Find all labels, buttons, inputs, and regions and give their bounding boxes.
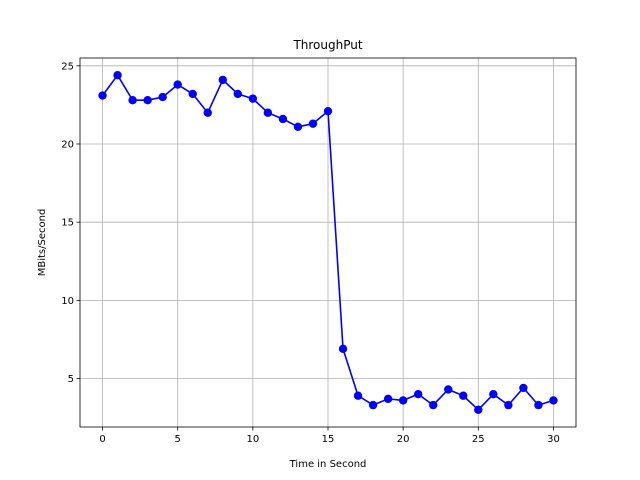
data-point <box>128 96 137 105</box>
data-point <box>98 91 107 100</box>
x-tick-label: 20 <box>397 434 410 445</box>
y-tick-label: 25 <box>61 61 74 72</box>
x-tick-label: 0 <box>99 434 105 445</box>
data-point <box>368 400 378 410</box>
x-tick-label: 5 <box>175 434 181 445</box>
x-tick-label: 30 <box>547 434 560 445</box>
data-point <box>383 394 393 404</box>
y-axis-title: MBits/Second <box>37 209 48 277</box>
data-point <box>459 391 468 400</box>
data-point <box>293 122 303 131</box>
chart-title: ThroughPut <box>292 38 362 52</box>
data-point <box>474 405 483 415</box>
y-tick-label: 20 <box>61 139 74 150</box>
data-point <box>398 396 408 405</box>
series-layer <box>98 70 558 415</box>
data-point <box>143 96 152 105</box>
x-axis-title: Time in Second <box>289 459 367 470</box>
data-point <box>113 70 122 80</box>
data-point <box>489 389 498 399</box>
grid <box>80 58 576 427</box>
data-point <box>534 400 543 410</box>
data-point <box>233 89 243 99</box>
data-point <box>218 75 227 85</box>
data-point <box>338 344 348 354</box>
data-point <box>173 80 182 89</box>
data-point <box>188 89 197 99</box>
data-point <box>278 114 288 124</box>
y-tick-label: 5 <box>68 374 74 385</box>
y-tick-label: 10 <box>61 296 74 307</box>
x-tick-label: 10 <box>246 434 259 445</box>
x-tick-label: 25 <box>472 434 485 445</box>
ticks: 0 5 10 15 20 25 30 5 10 15 20 25 <box>61 61 560 445</box>
data-point <box>248 94 258 103</box>
data-point <box>429 400 438 410</box>
data-point <box>203 108 212 117</box>
data-point <box>308 119 318 128</box>
data-point <box>158 92 167 102</box>
y-tick-label: 15 <box>61 218 74 229</box>
data-point <box>519 383 528 393</box>
data-point <box>444 385 453 394</box>
x-tick-label: 15 <box>322 434 335 445</box>
data-point <box>413 389 423 399</box>
data-point <box>323 106 333 116</box>
data-point <box>353 391 363 400</box>
data-point <box>263 108 273 117</box>
data-point <box>504 400 513 410</box>
data-point <box>549 396 558 405</box>
